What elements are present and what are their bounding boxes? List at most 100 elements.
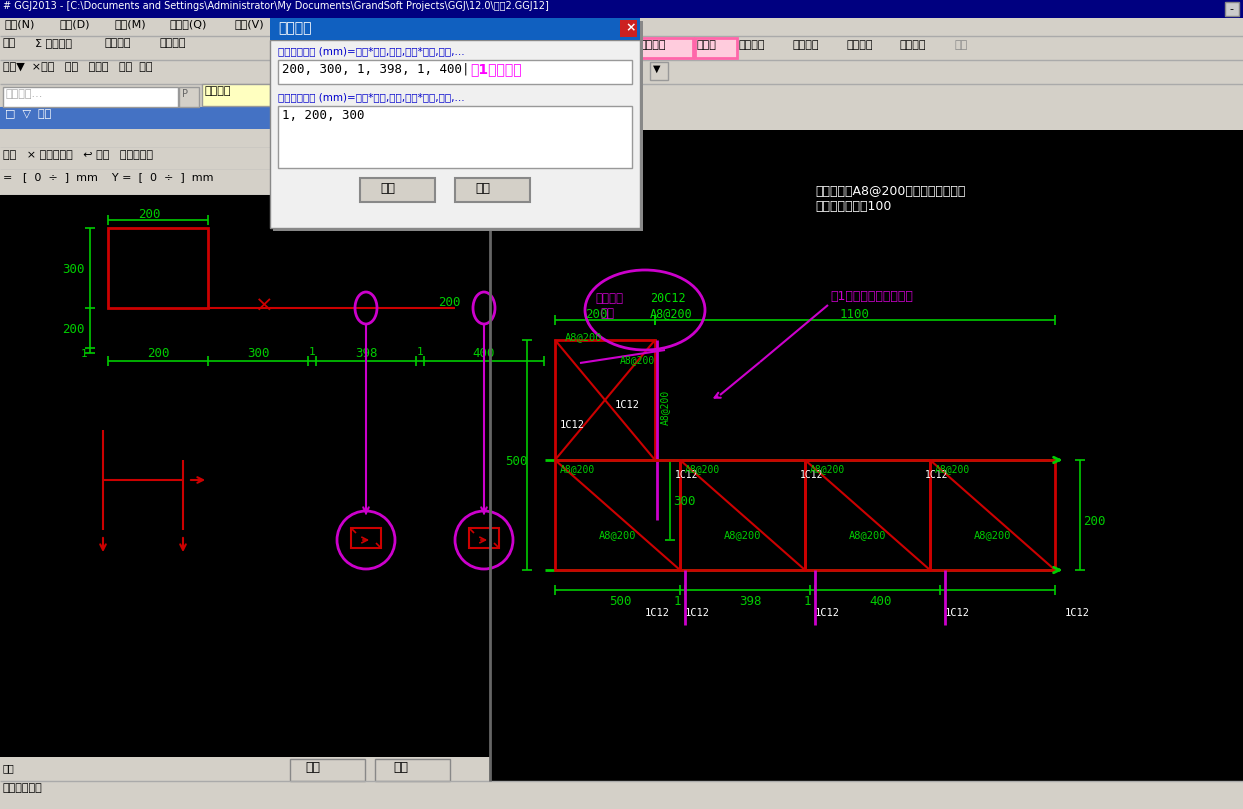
Bar [351,528,382,548]
Text: 500: 500 [505,455,527,468]
Bar [0,36,1243,60]
Text: 修改箍筋: 修改箍筋 [793,40,819,50]
Text: Σ 汇总计算: Σ 汇总计算 [35,38,72,48]
Bar [273,21,643,231]
Text: 1C12: 1C12 [945,608,970,618]
Text: 这1是定位用: 这1是定位用 [470,62,522,76]
Text: 400: 400 [869,595,891,608]
Text: 300: 300 [672,495,696,508]
Text: 1C12: 1C12 [645,608,670,618]
Text: 200: 200 [438,296,460,309]
Bar [278,60,631,84]
Bar [0,60,1243,84]
Bar [0,148,490,170]
Text: 修改(M): 修改(M) [116,19,147,29]
Bar [0,0,1243,18]
Text: 1: 1 [416,347,424,357]
Text: 200: 200 [62,323,85,336]
Text: 400: 400 [472,347,495,360]
Text: 工具(T): 工具(T) [290,19,318,29]
Text: 1C12: 1C12 [800,470,824,480]
Text: A8@200: A8@200 [660,390,670,426]
Text: 箍筋: 箍筋 [600,307,614,320]
Text: # GGJ2013 - [C:\Documents and Settings\Administrator\My Documents\GrandSoft Proj: # GGJ2013 - [C:\Documents and Settings\A… [2,1,549,11]
Text: 画箍筋: 画箍筋 [697,40,717,50]
Bar [0,759,490,781]
Text: A8@200: A8@200 [599,530,636,540]
Bar [0,195,490,757]
Text: 确定: 确定 [380,182,395,195]
Text: 1C12: 1C12 [1065,608,1090,618]
Bar [1226,2,1239,16]
Text: A8@200: A8@200 [566,332,603,342]
Text: 300: 300 [62,263,85,276]
Bar [0,170,490,195]
Text: 20C12: 20C12 [650,292,686,305]
Text: 取消: 取消 [393,761,408,774]
Text: 其实这长的A8@200是水平筋，与两端: 其实这长的A8@200是水平筋，与两端 [815,185,966,198]
Text: 画圆   × 清除多边形   ↩ 回退   设置插入点: 画圆 × 清除多边形 ↩ 回退 设置插入点 [2,150,153,160]
Text: 200, 300, 1, 398, 1, 400|: 200, 300, 1, 398, 1, 400| [282,62,470,75]
Text: 查找图元: 查找图元 [160,38,186,48]
Text: 1: 1 [308,347,316,357]
Text: 1: 1 [674,595,681,608]
Text: 200: 200 [138,208,160,221]
Text: ×: × [625,21,635,34]
Text: 对齐钢筋: 对齐钢筋 [640,40,666,50]
Bar [108,228,208,308]
Text: 平齐板顶: 平齐板顶 [104,38,132,48]
Bar [270,40,640,228]
Text: 398: 398 [354,347,377,360]
Text: 修改纵筋: 修改纵筋 [740,40,766,50]
Text: 一线: 一线 [2,763,15,773]
Text: A8@200: A8@200 [685,464,720,474]
Text: 300: 300 [247,347,270,360]
Bar [556,340,655,460]
Text: 的小箍筋间距为100: 的小箍筋间距为100 [815,200,891,213]
Bar [203,84,270,106]
Bar [695,38,737,58]
Text: 1C12: 1C12 [561,420,585,430]
Bar [556,460,680,570]
Text: 钢筋量(Q): 钢筋量(Q) [170,19,208,29]
Text: 绘图(D): 绘图(D) [60,19,91,29]
Bar [270,18,640,40]
Bar [638,38,694,58]
Bar [0,781,1243,809]
Text: 全部纵筋: 全部纵筋 [595,292,623,305]
Text: 编辑弯钩: 编辑弯钩 [846,40,874,50]
Text: P: P [181,89,188,99]
Text: 搜索构件...: 搜索构件... [6,89,44,99]
Bar [278,106,631,168]
Text: 确定: 确定 [305,761,319,774]
Bar [0,18,1243,36]
Text: □  ▽  暗柱: □ ▽ 暗柱 [5,109,51,119]
Text: 1: 1 [804,595,812,608]
Bar [650,62,667,80]
Text: 1: 1 [81,349,87,359]
Bar [0,107,490,129]
Bar [490,130,1243,781]
Text: A8@200: A8@200 [723,530,762,540]
Text: 1C12: 1C12 [675,470,699,480]
Bar [455,178,530,202]
Text: ×: × [255,296,273,316]
Bar [290,759,365,781]
Text: 1, 200, 300: 1, 200, 300 [282,109,364,122]
Text: 属性编辑: 属性编辑 [205,86,231,96]
Text: 398: 398 [740,595,762,608]
Text: 500: 500 [609,595,631,608]
Bar [179,87,199,107]
Text: 1C12: 1C12 [925,470,948,480]
Text: A8@200: A8@200 [849,530,886,540]
Text: 200: 200 [147,347,169,360]
Text: 1C12: 1C12 [685,608,710,618]
Bar [0,84,490,781]
Text: 200: 200 [1083,515,1105,528]
Text: A8@200: A8@200 [810,464,845,474]
Text: A8@200: A8@200 [650,307,692,320]
Text: A8@200: A8@200 [620,355,655,365]
Bar [620,20,636,37]
Text: -: - [1229,4,1233,14]
Text: 1C12: 1C12 [615,400,640,410]
